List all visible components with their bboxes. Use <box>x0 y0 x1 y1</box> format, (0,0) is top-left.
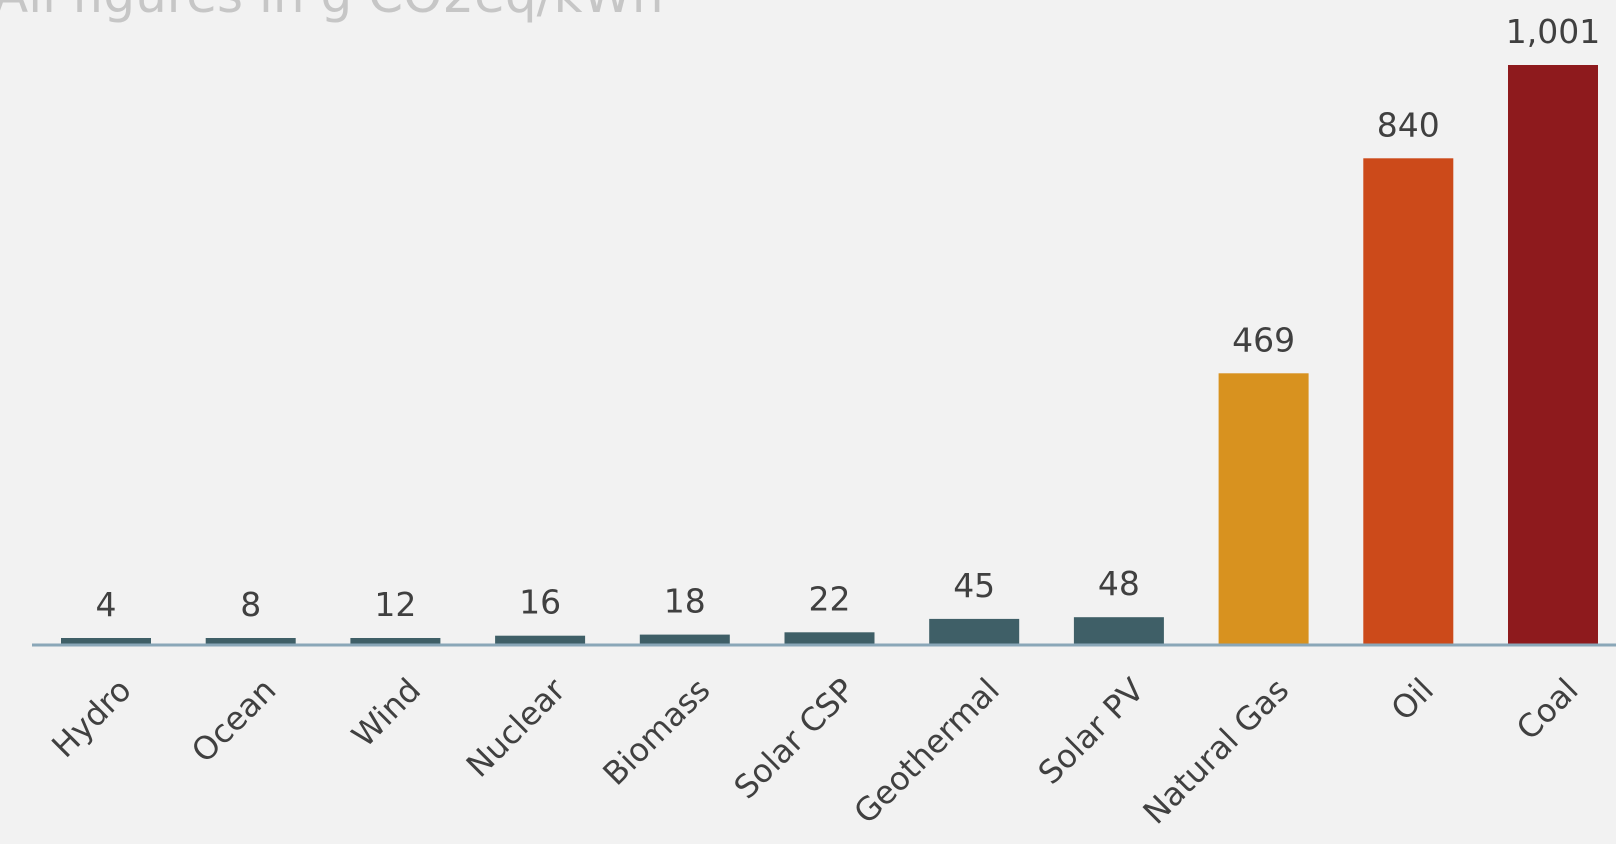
value-label-solar-csp: 22 <box>809 579 851 618</box>
category-label-natural-gas: Natural Gas <box>1136 671 1297 832</box>
chart-subtitle: All figures in g CO2eq/kWh <box>0 0 664 24</box>
value-label-solar-pv: 48 <box>1098 564 1140 603</box>
bar-oil <box>1363 158 1454 646</box>
value-label-nuclear: 16 <box>519 583 561 622</box>
category-label-coal: Coal <box>1509 671 1586 748</box>
bar-natural-gas <box>1218 373 1309 645</box>
category-label-oil: Oil <box>1384 671 1441 728</box>
bar-solar-pv <box>1073 617 1164 645</box>
value-label-natural-gas: 469 <box>1232 320 1295 359</box>
bar-solar-csp <box>784 632 875 645</box>
category-label-wind: Wind <box>344 671 428 755</box>
category-label-ocean: Ocean <box>184 671 283 770</box>
value-label-ocean: 8 <box>240 585 261 624</box>
bar-wind <box>350 638 441 645</box>
value-label-biomass: 18 <box>664 582 706 621</box>
bar-hydro <box>61 638 151 645</box>
bar-ocean <box>205 638 296 645</box>
value-label-coal: 1,001 <box>1506 12 1600 51</box>
bar-coal <box>1508 65 1598 645</box>
bar-nuclear <box>495 635 586 645</box>
bar-biomass <box>639 634 730 645</box>
category-label-geothermal: Geothermal <box>846 671 1006 831</box>
bar-geothermal <box>929 618 1020 645</box>
category-label-hydro: Hydro <box>44 671 138 765</box>
category-label-nuclear: Nuclear <box>459 670 574 785</box>
value-label-geothermal: 45 <box>953 566 995 605</box>
value-label-wind: 12 <box>374 585 416 624</box>
category-labels-layer: Hydro Ocean Wind Nuclear Biomass Solar CSPGeo… <box>44 670 1585 831</box>
category-label-biomass: Biomass <box>595 671 717 793</box>
category-label-solar-csp: Solar CSP <box>727 671 863 807</box>
value-label-oil: 840 <box>1377 105 1440 144</box>
bars-layer <box>61 65 1598 646</box>
value-label-hydro: 4 <box>96 585 117 624</box>
category-label-solar-pv: Solar PV <box>1031 671 1152 792</box>
